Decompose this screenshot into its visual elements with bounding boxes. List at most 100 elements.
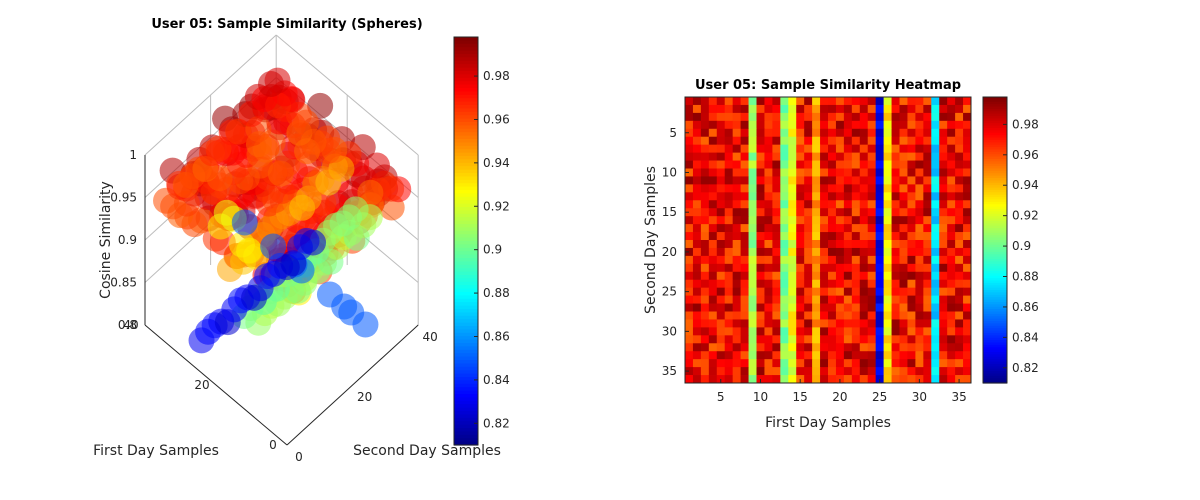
heatmap-cell <box>796 335 805 344</box>
heatmap-cell <box>907 128 916 138</box>
heatmap-cell <box>796 136 805 146</box>
heatmap-colorbar-band <box>983 194 1007 198</box>
heatmap-colorbar-band <box>983 292 1007 296</box>
scatter3d-tick-label: 20 <box>194 378 209 392</box>
heatmap-cell <box>740 97 749 106</box>
heatmap-colorbar-tick-label: 0.92 <box>1012 209 1039 223</box>
heatmap-cell <box>828 216 837 225</box>
heatmap-cell <box>867 152 877 161</box>
heatmap-cell <box>716 136 726 146</box>
heatmap-cell <box>692 319 702 328</box>
scatter3d-colorbar-band <box>454 98 478 103</box>
heatmap-cell <box>812 176 821 185</box>
heatmap-colorbar-band <box>983 197 1007 201</box>
heatmap-cell <box>796 208 805 217</box>
heatmap-cell <box>708 375 718 384</box>
heatmap-cell <box>748 311 757 320</box>
heatmap-cell <box>685 208 694 217</box>
heatmap-cell <box>923 216 932 225</box>
heatmap-cell <box>883 287 892 297</box>
heatmap-cell <box>875 335 885 344</box>
heatmap-cell <box>947 208 956 217</box>
heatmap-colorbar-band <box>983 178 1007 182</box>
heatmap-cell <box>724 295 734 304</box>
heatmap-cell <box>764 287 773 297</box>
scatter3d-colorbar-band <box>454 88 478 92</box>
heatmap-cell <box>820 128 829 138</box>
heatmap-cell <box>716 176 726 185</box>
heatmap-cell <box>692 128 702 138</box>
heatmap-cell <box>891 319 900 328</box>
heatmap-cell <box>891 184 900 193</box>
scatter3d-colorbar-band <box>454 404 478 409</box>
scatter3d-colorbar-band <box>454 400 478 405</box>
heatmap-cell <box>963 224 972 233</box>
heatmap-cell <box>685 263 694 273</box>
heatmap-cell <box>748 176 757 185</box>
heatmap-cell <box>883 136 892 146</box>
scatter3d-colorbar-band <box>454 278 478 283</box>
heatmap-colorbar-band <box>983 325 1007 329</box>
heatmap-cell <box>867 311 877 320</box>
heatmap-cell <box>915 287 924 297</box>
heatmap-colorbar-band <box>983 259 1007 263</box>
heatmap-cell <box>923 120 932 130</box>
heatmap-cell <box>692 97 702 106</box>
heatmap-cell <box>875 216 885 225</box>
heatmap-cell <box>820 224 829 233</box>
heatmap-cell <box>851 343 861 352</box>
heatmap-cell <box>828 144 837 154</box>
heatmap-colorbar-band <box>983 170 1007 174</box>
heatmap-cell <box>812 311 821 320</box>
heatmap-cell <box>685 144 694 154</box>
heatmap-cell <box>796 224 805 233</box>
scatter3d-colorbar-band <box>454 353 478 358</box>
heatmap-cell <box>891 136 900 146</box>
heatmap-cell <box>796 160 805 169</box>
heatmap-cell <box>748 97 757 106</box>
heatmap-cell <box>732 192 742 201</box>
heatmap-cell <box>692 351 702 360</box>
heatmap-cell <box>875 136 885 146</box>
heatmap-cell <box>748 168 757 177</box>
heatmap-cell <box>780 216 789 225</box>
heatmap-cell <box>748 263 757 273</box>
scatter3d-colorbar-band <box>454 84 478 89</box>
heatmap-cell <box>780 343 789 352</box>
heatmap-cell <box>780 255 789 265</box>
heatmap-cell <box>756 351 765 360</box>
heatmap-cell <box>891 335 900 344</box>
heatmap-cell <box>740 319 749 328</box>
heatmap-cell <box>700 287 710 297</box>
heatmap-cell <box>700 271 710 281</box>
heatmap-cell <box>764 120 773 130</box>
scatter3d-colorbar-band <box>454 105 478 109</box>
heatmap-cell <box>828 295 837 304</box>
heatmap-colorbar-band <box>983 139 1007 143</box>
heatmap-cell <box>788 375 797 384</box>
heatmap-cell <box>812 104 821 114</box>
heatmap-cell <box>700 184 710 193</box>
heatmap-colorbar-band <box>983 211 1007 215</box>
heatmap-cell <box>732 176 742 185</box>
heatmap-cell <box>812 263 821 273</box>
heatmap-cell <box>772 120 781 130</box>
heatmap-cell <box>859 343 869 352</box>
heatmap-cell <box>843 192 853 201</box>
heatmap-cell <box>828 351 837 360</box>
heatmap-cell <box>955 271 964 281</box>
heatmap-cell <box>835 303 845 312</box>
heatmap-cell <box>804 359 813 368</box>
heatmap-cell <box>700 240 710 249</box>
heatmap-cell <box>716 128 726 138</box>
heatmap-cell <box>708 144 718 154</box>
heatmap-colorbar-band <box>983 163 1007 167</box>
heatmap-cell <box>812 255 821 265</box>
heatmap-cell <box>685 200 694 209</box>
scatter3d-colorbar-band <box>454 438 478 443</box>
heatmap-cell <box>772 367 781 376</box>
heatmap-cell <box>716 112 726 122</box>
heatmap-cell <box>772 160 781 169</box>
heatmap-cell <box>700 327 710 336</box>
heatmap-cell <box>963 343 972 352</box>
